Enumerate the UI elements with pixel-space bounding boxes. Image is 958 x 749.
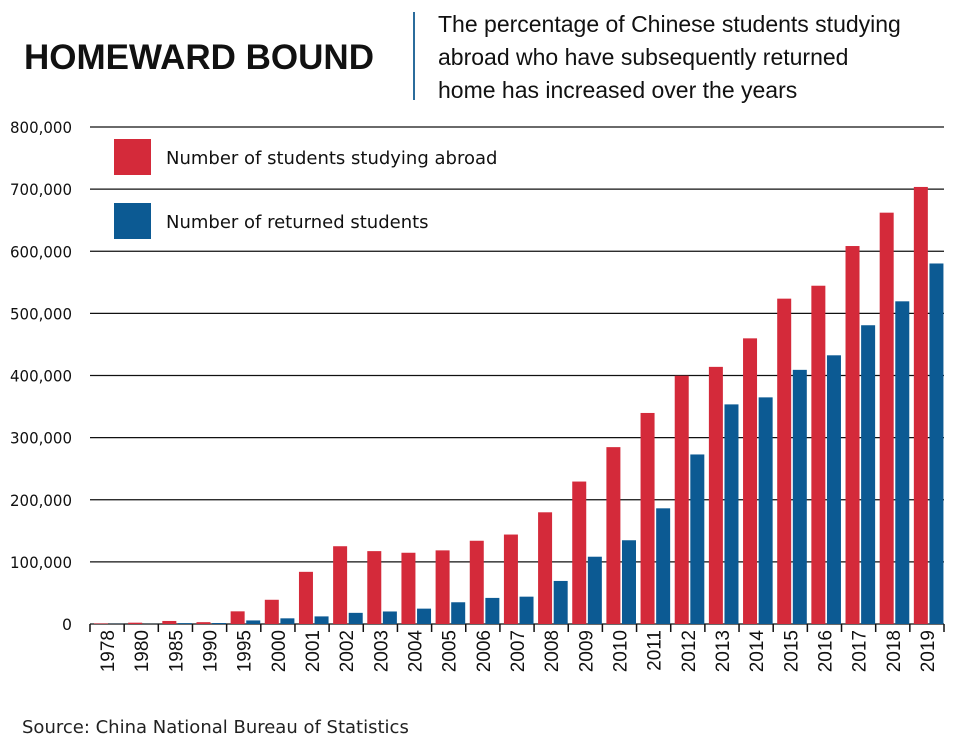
x-tick-label: 2003	[371, 630, 392, 672]
bar-returned	[861, 325, 876, 624]
bar-studying-abroad	[606, 447, 621, 624]
legend-swatch-returned	[114, 203, 151, 239]
bar-returned	[895, 301, 910, 624]
x-tick-label: 2013	[713, 630, 734, 672]
x-tick-label: 2014	[747, 630, 768, 673]
bar-studying-abroad	[811, 285, 826, 624]
bar-studying-abroad	[162, 620, 177, 624]
x-tick-label: 1978	[98, 630, 119, 672]
x-tick-label: 2011	[645, 630, 666, 671]
bar-returned	[280, 618, 295, 624]
tick-labels: 0 100,000 200,000 300,000 400,000 500,000 600,…	[10, 118, 939, 672]
x-tick-label: 2016	[815, 630, 836, 672]
x-tick-label: 2010	[610, 630, 631, 672]
x-tick-label: 2009	[576, 630, 597, 672]
bar-studying-abroad	[845, 246, 860, 624]
bar-returned	[314, 616, 329, 624]
bar-studying-abroad	[708, 366, 723, 624]
x-tick-label: 2008	[542, 630, 563, 672]
bar-studying-abroad	[401, 552, 416, 624]
bar-returned	[792, 369, 807, 624]
legend-label-returned: Number of returned students	[166, 212, 429, 233]
x-tick-label: 2007	[508, 630, 529, 672]
x-tick-label: 2012	[679, 630, 700, 672]
y-tick-label: 0	[62, 615, 72, 634]
x-tick-label: 2019	[918, 630, 939, 672]
bar-studying-abroad	[435, 550, 450, 624]
x-tick-label: 2004	[406, 630, 427, 673]
subtitle-line-1: The percentage of Chinese students study…	[438, 11, 901, 37]
y-tick-label: 700,000	[10, 180, 72, 199]
chart-title: HOMEWARD BOUND	[24, 38, 374, 77]
bar-studying-abroad	[640, 412, 655, 624]
bar-studying-abroad	[264, 599, 279, 624]
bar-studying-abroad	[674, 375, 689, 624]
bar-studying-abroad	[230, 611, 245, 624]
legend-swatch-studying-abroad	[114, 139, 151, 175]
subtitle-line-2: abroad who have subsequently returned	[438, 44, 849, 70]
bar-studying-abroad	[538, 512, 553, 624]
subtitle-line-3: home has increased over the years	[438, 77, 798, 103]
bar-studying-abroad	[469, 540, 484, 624]
y-tick-label: 500,000	[10, 304, 72, 323]
bar-returned	[724, 404, 739, 624]
x-tick-label: 2001	[303, 630, 324, 672]
bar-returned	[519, 596, 534, 624]
bar-studying-abroad	[333, 546, 348, 624]
bar-studying-abroad	[94, 623, 108, 624]
y-tick-label: 300,000	[10, 429, 72, 448]
x-tick-label: 2006	[474, 630, 495, 672]
bar-studying-abroad	[913, 186, 928, 624]
bar-returned	[622, 540, 636, 624]
x-tick-label: 1990	[201, 630, 222, 672]
bar-studying-abroad	[503, 534, 518, 624]
source-note: Source: China National Bureau of Statist…	[22, 717, 409, 738]
bar-returned	[553, 580, 568, 624]
bar-returned	[212, 623, 227, 624]
x-tick-label: 2002	[337, 630, 358, 672]
bar-returned	[417, 608, 432, 624]
bar-layer	[94, 186, 944, 624]
y-tick-label: 200,000	[10, 491, 72, 510]
x-tick-label: 2000	[269, 630, 290, 672]
bar-returned	[348, 612, 363, 624]
bar-studying-abroad	[572, 481, 587, 624]
chart-subtitle: The percentage of Chinese students study…	[438, 8, 948, 107]
x-tick-label: 1985	[166, 630, 187, 672]
x-tick-label: 2018	[884, 630, 905, 672]
bar-studying-abroad	[298, 571, 313, 624]
bar-returned	[382, 611, 397, 624]
legend: Number of students studying abroad Number…	[114, 139, 497, 239]
x-tick-label: 1980	[132, 630, 153, 672]
x-tick-label: 1995	[235, 630, 256, 672]
bar-returned	[246, 620, 261, 624]
bar-returned	[485, 597, 500, 624]
bar-studying-abroad	[196, 622, 211, 624]
title-divider	[413, 12, 415, 100]
bar-studying-abroad	[367, 551, 382, 624]
y-tick-label: 800,000	[10, 118, 72, 137]
bar-returned	[826, 355, 841, 624]
bar-returned	[690, 454, 705, 624]
x-tick-label: 2015	[781, 630, 802, 672]
bar-returned	[177, 623, 192, 624]
bar-studying-abroad	[743, 338, 758, 624]
bar-studying-abroad	[128, 622, 143, 624]
bar-studying-abroad	[879, 212, 894, 624]
x-tick-label: 2017	[850, 630, 871, 672]
bar-returned	[929, 263, 944, 624]
bar-returned	[656, 508, 671, 624]
bar-returned	[587, 556, 602, 624]
bar-returned	[451, 602, 466, 624]
x-tick-label: 2005	[440, 630, 461, 672]
bar-returned	[758, 397, 773, 624]
y-tick-label: 100,000	[10, 553, 72, 572]
legend-label-studying-abroad: Number of students studying abroad	[166, 148, 497, 169]
y-tick-label: 400,000	[10, 367, 72, 386]
bar-studying-abroad	[777, 298, 792, 624]
y-tick-label: 600,000	[10, 242, 72, 261]
